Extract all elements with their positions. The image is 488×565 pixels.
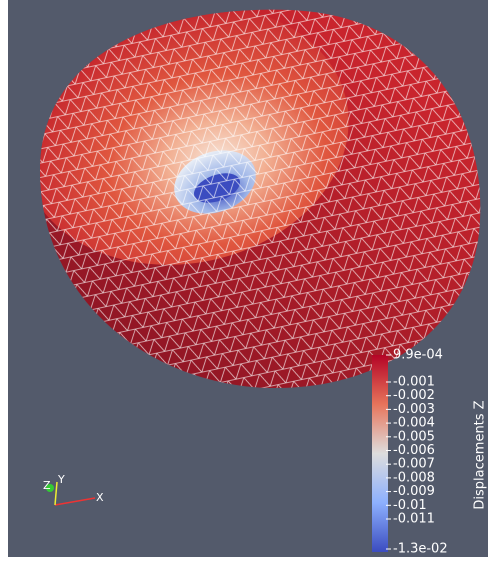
legend-label: -0.007 bbox=[393, 457, 435, 472]
legend-label: -0.009 bbox=[393, 484, 435, 499]
mesh-body bbox=[40, 9, 481, 389]
color-bar bbox=[372, 355, 388, 552]
color-legend: 9.9e-04-0.001-0.002-0.003-0.004-0.005-0.… bbox=[386, 348, 448, 557]
legend-title: Displacements Z bbox=[473, 400, 488, 509]
legend-label: -0.008 bbox=[393, 470, 435, 485]
axis-y-label: Y bbox=[57, 473, 65, 486]
legend-label: -0.001 bbox=[393, 375, 435, 390]
axes-triad: X Y Z bbox=[43, 473, 104, 506]
legend-label: -0.01 bbox=[393, 498, 427, 513]
legend-label: -1.3e-02 bbox=[393, 542, 448, 557]
legend-label: -0.006 bbox=[393, 443, 435, 458]
legend-label: -0.005 bbox=[393, 429, 435, 444]
axis-z-label: Z bbox=[43, 479, 51, 492]
legend-label: -0.002 bbox=[393, 388, 435, 403]
legend-label: -0.003 bbox=[393, 402, 435, 417]
legend-label: -0.004 bbox=[393, 416, 435, 431]
legend-label: 9.9e-04 bbox=[393, 348, 443, 363]
legend-label: -0.011 bbox=[393, 512, 435, 527]
axis-x-label: X bbox=[96, 491, 104, 504]
